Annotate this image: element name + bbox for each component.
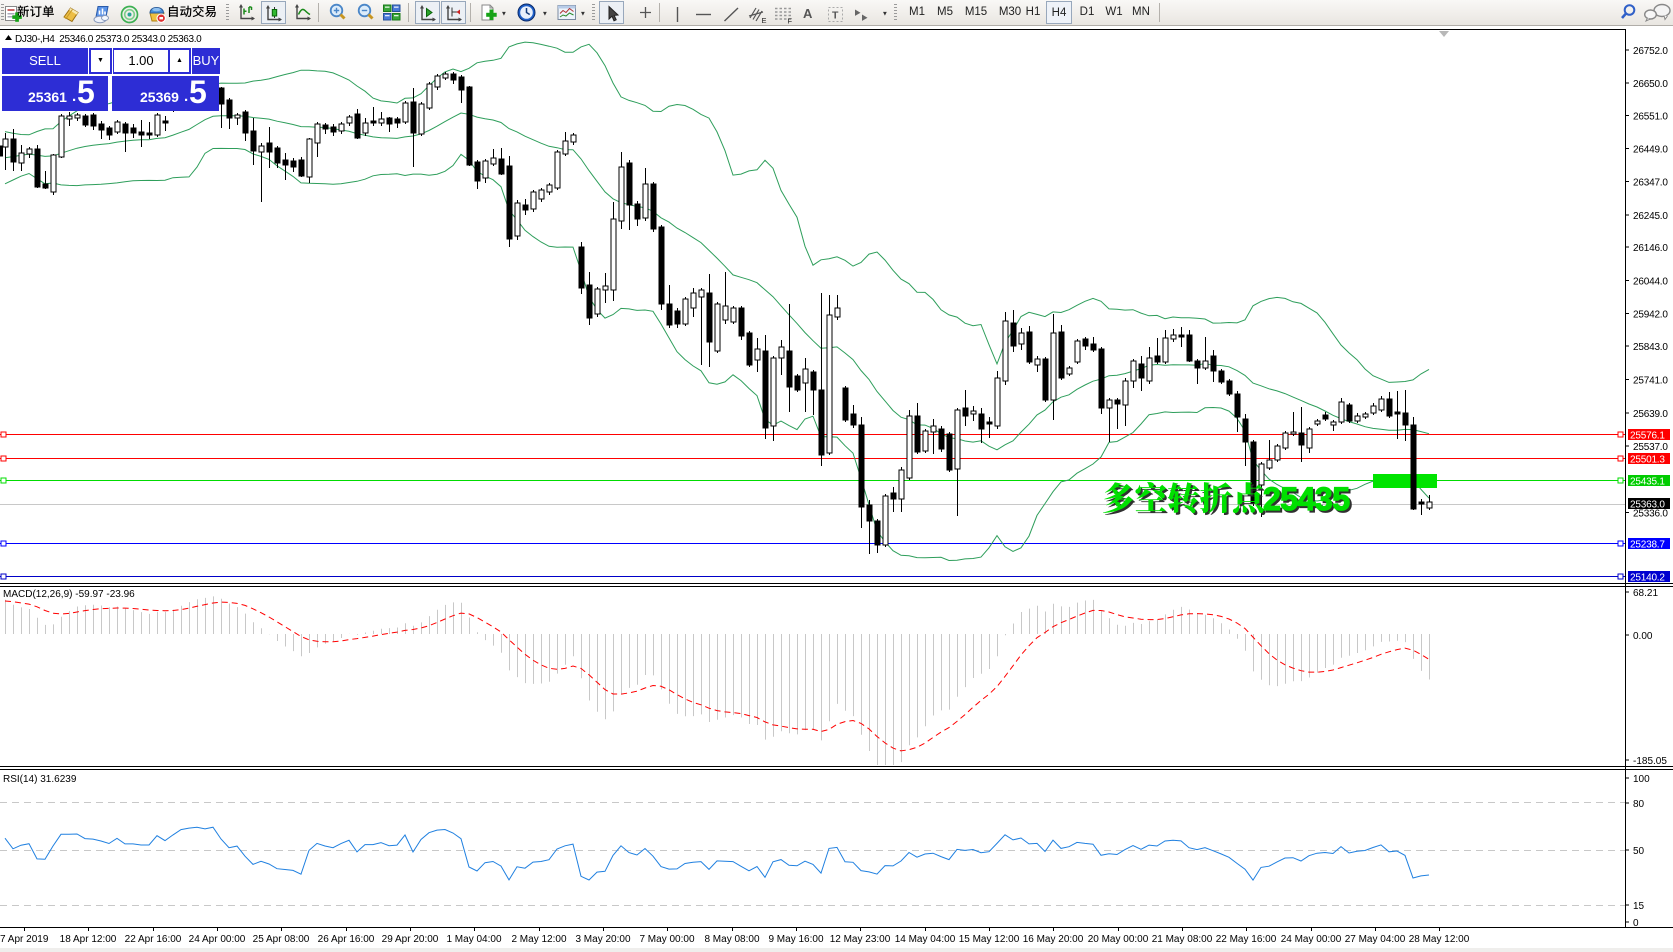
svg-text:MACD(12,26,9) -59.97 -23.96: MACD(12,26,9) -59.97 -23.96 [3, 589, 135, 600]
svg-text:26347.0: 26347.0 [1633, 178, 1668, 189]
svg-text:26752.0: 26752.0 [1633, 46, 1668, 57]
svg-text:0: 0 [1633, 918, 1639, 929]
svg-text:26551.0: 26551.0 [1633, 112, 1668, 123]
svg-text:T: T [832, 10, 839, 22]
svg-text:25843.0: 25843.0 [1633, 342, 1668, 353]
svg-text:25363.0: 25363.0 [1630, 500, 1665, 511]
svg-text:1 May 04:00: 1 May 04:00 [446, 934, 501, 945]
svg-text:E: E [762, 16, 767, 24]
svg-text:RSI(14) 31.6239: RSI(14) 31.6239 [3, 774, 77, 785]
svg-text:29 Apr 20:00: 29 Apr 20:00 [382, 934, 439, 945]
svg-text:15: 15 [1633, 901, 1645, 912]
svg-text:7 Apr 2019: 7 Apr 2019 [0, 934, 49, 945]
svg-text:8 May 08:00: 8 May 08:00 [704, 934, 759, 945]
svg-text:7 May 00:00: 7 May 00:00 [639, 934, 694, 945]
svg-text:26449.0: 26449.0 [1633, 145, 1668, 156]
svg-text:25140.2: 25140.2 [1630, 573, 1665, 584]
svg-text:24 May 00:00: 24 May 00:00 [1281, 934, 1342, 945]
svg-text:27 May 04:00: 27 May 04:00 [1345, 934, 1406, 945]
svg-text:DJ30-,H4 25346.0 25373.0 2534: DJ30-,H4 25346.0 25373.0 25343.0 25363.0 [15, 34, 202, 45]
svg-text:68.21: 68.21 [1633, 588, 1658, 599]
svg-text:22 Apr 16:00: 22 Apr 16:00 [125, 934, 182, 945]
svg-text:25435.1: 25435.1 [1630, 477, 1665, 488]
svg-text:3 May 20:00: 3 May 20:00 [575, 934, 630, 945]
svg-text:18 Apr 12:00: 18 Apr 12:00 [60, 934, 117, 945]
svg-text:25 Apr 08:00: 25 Apr 08:00 [253, 934, 310, 945]
svg-text:16 May 20:00: 16 May 20:00 [1023, 934, 1084, 945]
svg-text:26044.0: 26044.0 [1633, 277, 1668, 288]
svg-text:F: F [788, 17, 793, 25]
svg-text:25501.3: 25501.3 [1630, 455, 1665, 466]
svg-text:26650.0: 26650.0 [1633, 79, 1668, 90]
svg-text:25576.1: 25576.1 [1630, 431, 1665, 442]
svg-text:28 May 12:00: 28 May 12:00 [1409, 934, 1470, 945]
svg-text:25435: 25435 [1263, 481, 1349, 517]
svg-text:50: 50 [1633, 846, 1645, 857]
svg-text:9 May 16:00: 9 May 16:00 [768, 934, 823, 945]
svg-text:24 Apr 00:00: 24 Apr 00:00 [189, 934, 246, 945]
svg-text:25238.7: 25238.7 [1630, 540, 1665, 551]
svg-text:26146.0: 26146.0 [1633, 243, 1668, 254]
svg-text:12 May 23:00: 12 May 23:00 [830, 934, 891, 945]
svg-text:25336.0: 25336.0 [1633, 509, 1668, 520]
svg-text:20 May 00:00: 20 May 00:00 [1088, 934, 1149, 945]
svg-text:21 May 08:00: 21 May 08:00 [1152, 934, 1213, 945]
svg-text:-185.05: -185.05 [1633, 756, 1667, 767]
svg-text:26245.0: 26245.0 [1633, 211, 1668, 222]
svg-text:25435: 25435 [1265, 483, 1351, 519]
svg-text:26 Apr 16:00: 26 Apr 16:00 [318, 934, 375, 945]
svg-text:2 May 12:00: 2 May 12:00 [511, 934, 566, 945]
svg-text:25741.0: 25741.0 [1633, 376, 1668, 387]
svg-text:80: 80 [1633, 799, 1645, 810]
svg-text:22 May 16:00: 22 May 16:00 [1216, 934, 1277, 945]
svg-text:15 May 12:00: 15 May 12:00 [959, 934, 1020, 945]
svg-text:0.00: 0.00 [1633, 631, 1653, 642]
svg-text:25639.0: 25639.0 [1633, 409, 1668, 420]
svg-text:14 May 04:00: 14 May 04:00 [895, 934, 956, 945]
svg-text:25537.0: 25537.0 [1633, 442, 1668, 453]
svg-text:100: 100 [1633, 774, 1650, 785]
svg-text:25942.0: 25942.0 [1633, 310, 1668, 321]
